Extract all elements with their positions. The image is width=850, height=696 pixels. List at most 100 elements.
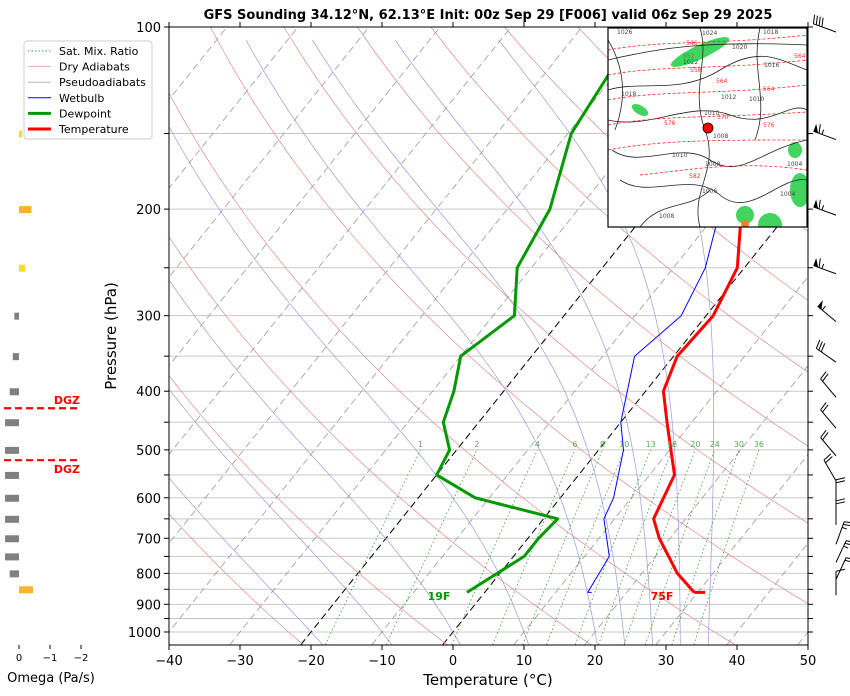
legend-box <box>23 40 153 140</box>
omega-bar <box>19 264 26 272</box>
isobar-label: 1008 <box>705 161 720 168</box>
legend-label: Pseudoadiabats <box>59 76 146 89</box>
isobar-label: 1006 <box>702 188 717 195</box>
barb-full <box>820 402 827 411</box>
barb-full <box>835 501 846 505</box>
barb-full <box>823 453 832 461</box>
barb-staff <box>817 305 837 323</box>
y-tick-label: 700 <box>136 532 161 547</box>
mixing-ratio-line <box>522 449 603 645</box>
barb-half <box>821 263 825 269</box>
x-tick-label: 10 <box>516 654 533 669</box>
plot-frame <box>168 26 809 646</box>
barb-staff <box>835 521 845 545</box>
map-contour <box>639 189 711 227</box>
map-height-contour <box>608 59 807 76</box>
inset-map: 1026 1024 1018 1020 1022 1016 1018 1012 1010 1010… <box>607 27 808 228</box>
grid-layer <box>169 27 808 645</box>
legend-label: Temperature <box>58 123 129 136</box>
height-label: 570 <box>717 114 729 121</box>
mixing-ratio-label: 30 <box>734 440 744 449</box>
isobar-label: 1010 <box>704 110 719 117</box>
legend-entry: Sat. Mix. Ratio <box>28 45 139 58</box>
x-tick-label: 20 <box>587 654 604 669</box>
dry-adiabat <box>430 27 808 373</box>
barb-flag <box>813 258 819 268</box>
y-tick-label: 300 <box>136 310 161 325</box>
pseudoadiabat <box>169 388 393 645</box>
y-tick-label: 600 <box>136 492 161 507</box>
dry-adiabat <box>169 92 736 645</box>
x-tick-label: −30 <box>226 654 253 669</box>
y-tick-label: 400 <box>136 385 161 400</box>
mixing-ratio-label: 36 <box>754 440 764 449</box>
pseudoadiabat <box>498 39 681 645</box>
x-axis-label: Temperature (°C) <box>422 671 552 689</box>
y-tick-label: 100 <box>136 21 161 36</box>
y-tick-label: 900 <box>136 598 161 613</box>
x-tick-label: −20 <box>297 654 324 669</box>
legend-entry: Dewpoint <box>28 107 112 120</box>
omega-bar <box>5 419 20 427</box>
barb-full <box>815 339 821 349</box>
wind-barb <box>820 429 837 457</box>
mixing-ratio-label: 4 <box>535 440 540 449</box>
mixing-ratio-line <box>451 449 538 645</box>
barb-staff <box>816 347 837 363</box>
precip-area <box>631 104 649 116</box>
height-label: 546 <box>686 40 698 47</box>
height-label: 576 <box>664 120 676 127</box>
wetbulb-trace <box>587 133 753 593</box>
omega-tick-label: −1 <box>43 653 58 664</box>
barb-full <box>822 373 829 382</box>
map-contour <box>608 43 807 61</box>
precip-area <box>758 213 782 227</box>
mixing-ratio-label: 20 <box>690 440 700 449</box>
x-tick-label: 50 <box>800 654 817 669</box>
mixing-ratio-line <box>546 449 625 645</box>
legend-label: Dewpoint <box>59 107 112 120</box>
legend-label: Wetbulb <box>59 92 104 105</box>
barb-staff <box>820 409 837 429</box>
map-height-contour <box>639 165 807 176</box>
wind-barb <box>835 568 846 596</box>
wind-barb <box>817 300 837 323</box>
omega-bar <box>5 553 20 561</box>
mixing-ratio-label: 13 <box>646 440 656 449</box>
pseudoadiabat <box>169 125 530 645</box>
omega-bar <box>9 570 19 578</box>
barb-full <box>835 568 846 572</box>
barb-full <box>812 14 816 24</box>
precip-area <box>790 173 807 207</box>
legend-entry: Wetbulb <box>28 92 104 105</box>
location-marker <box>702 122 714 134</box>
x-tick-label: −40 <box>155 654 182 669</box>
wind-barb <box>835 557 850 580</box>
barb-full <box>835 480 846 484</box>
mixing-ratio-label: 16 <box>667 440 677 449</box>
y-tick-label: 1000 <box>128 626 161 641</box>
y-tick-label: 800 <box>136 567 161 582</box>
barb-full <box>835 477 846 481</box>
map-height-contour <box>608 111 807 126</box>
mixing-ratio-label: 6 <box>572 440 577 449</box>
map-contour <box>619 179 807 203</box>
mixing-ratio-labels: 1 2 4 6 8 10 13 16 20 24 30 36 <box>418 440 764 449</box>
barb-full <box>820 343 826 353</box>
isobar-label: 1020 <box>732 44 747 51</box>
isobar-label: 1010 <box>672 152 687 159</box>
dgz-label: DGZ <box>54 394 80 407</box>
x-tick-label: −10 <box>368 654 395 669</box>
mixing-ratio-label: 8 <box>600 440 605 449</box>
mixing-ratio-line <box>671 449 740 645</box>
barb-full <box>820 429 827 438</box>
isobar-label: 1012 <box>721 94 736 101</box>
omega-axis-label: Omega (Pa/s) <box>7 671 95 686</box>
map-contour <box>608 107 807 123</box>
omega-bar <box>19 206 32 214</box>
wind-barb <box>820 402 837 429</box>
barb-full <box>815 15 818 25</box>
barb-full <box>820 371 827 380</box>
